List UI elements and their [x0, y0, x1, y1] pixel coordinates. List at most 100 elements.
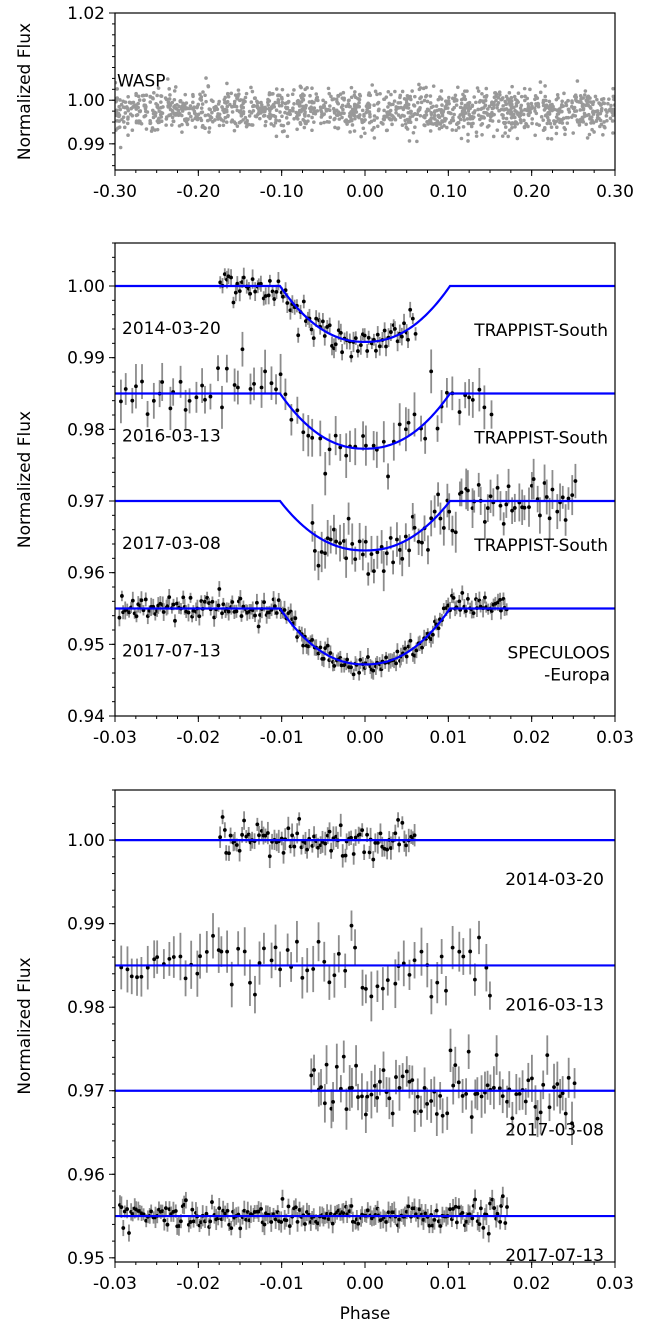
- data-point: [394, 110, 398, 115]
- data-point: [405, 93, 410, 98]
- data-point: [362, 119, 366, 124]
- data-point: [452, 112, 456, 117]
- data-point: [611, 131, 615, 135]
- data-point: [474, 134, 479, 138]
- data-point: [273, 945, 278, 950]
- data-point: [211, 99, 215, 104]
- data-point: [210, 110, 214, 115]
- data-point: [430, 1223, 435, 1228]
- data-point: [422, 98, 427, 103]
- data-point: [155, 93, 159, 98]
- data-point: [388, 117, 393, 122]
- data-point: [223, 1211, 228, 1216]
- data-point: [477, 1222, 482, 1227]
- data-point: [371, 857, 376, 862]
- data-point: [478, 98, 483, 103]
- data-point: [125, 121, 130, 126]
- data-point: [239, 111, 243, 116]
- data-point: [531, 477, 536, 481]
- data-point: [303, 319, 308, 324]
- data-point: [574, 95, 579, 100]
- data-point: [330, 1221, 335, 1226]
- data-point: [142, 114, 146, 119]
- data-point: [545, 121, 550, 126]
- data-point: [272, 604, 277, 609]
- data-point: [115, 99, 118, 104]
- data-point: [602, 120, 606, 124]
- data-point: [127, 100, 132, 105]
- data-point: [263, 123, 268, 128]
- data-point: [315, 95, 320, 100]
- data-point: [178, 379, 183, 384]
- data-point: [518, 117, 523, 122]
- data-point: [478, 1206, 483, 1211]
- data-point: [350, 123, 355, 127]
- data-point: [280, 1196, 285, 1201]
- data-point: [138, 121, 143, 125]
- data-point: [239, 114, 244, 118]
- data-point: [526, 1078, 531, 1083]
- data-point: [538, 513, 542, 518]
- data-point: [384, 114, 389, 119]
- data-point: [430, 632, 435, 637]
- data-point: [534, 111, 539, 116]
- plot-frame: [114, 242, 616, 717]
- data-point: [325, 119, 330, 124]
- data-point: [386, 89, 391, 94]
- data-point: [221, 123, 226, 128]
- data-point: [488, 993, 492, 998]
- data-point: [605, 110, 609, 114]
- data-point: [290, 92, 295, 97]
- data-point: [139, 974, 144, 979]
- data-point: [237, 120, 242, 125]
- data-point: [412, 104, 417, 108]
- data-point: [207, 130, 211, 134]
- data-point: [441, 526, 446, 530]
- x-tick-label: -0.03: [93, 728, 137, 748]
- data-point: [257, 107, 262, 111]
- data-point: [456, 1080, 461, 1085]
- data-point: [365, 1094, 370, 1099]
- data-point: [518, 113, 523, 118]
- data-point: [289, 417, 294, 422]
- data-point: [285, 301, 290, 305]
- data-point: [382, 97, 386, 102]
- data-point: [491, 134, 496, 139]
- data-point: [320, 319, 325, 324]
- data-point: [222, 272, 227, 277]
- data-point: [366, 655, 370, 659]
- data-point: [115, 96, 119, 100]
- data-point: [461, 106, 465, 111]
- data-point: [420, 645, 424, 650]
- data-point: [210, 119, 215, 124]
- data-point: [358, 343, 363, 348]
- data-point: [129, 106, 134, 111]
- data-point: [266, 100, 270, 105]
- data-point: [493, 91, 497, 95]
- data-point: [159, 94, 164, 98]
- data-point: [503, 131, 507, 135]
- data-point: [316, 939, 321, 944]
- data-point: [516, 100, 520, 104]
- data-point: [203, 93, 207, 98]
- data-point: [429, 120, 433, 124]
- data-point: [611, 86, 615, 91]
- data-point: [180, 122, 184, 127]
- x-tick-label: 0.00: [346, 1274, 384, 1294]
- data-point: [410, 316, 415, 321]
- date-label: 2016-03-13: [122, 427, 221, 447]
- data-point: [510, 102, 514, 107]
- data-point: [356, 349, 360, 353]
- data-point: [167, 957, 172, 961]
- data-point: [555, 509, 560, 514]
- data-point: [253, 96, 257, 100]
- data-point: [357, 670, 362, 675]
- data-point: [506, 484, 511, 489]
- data-point: [429, 994, 434, 999]
- data-point: [584, 122, 588, 127]
- data-point: [554, 131, 559, 136]
- data-point: [216, 102, 221, 106]
- data-point: [541, 103, 546, 108]
- data-point: [324, 107, 328, 112]
- data-point: [159, 105, 163, 110]
